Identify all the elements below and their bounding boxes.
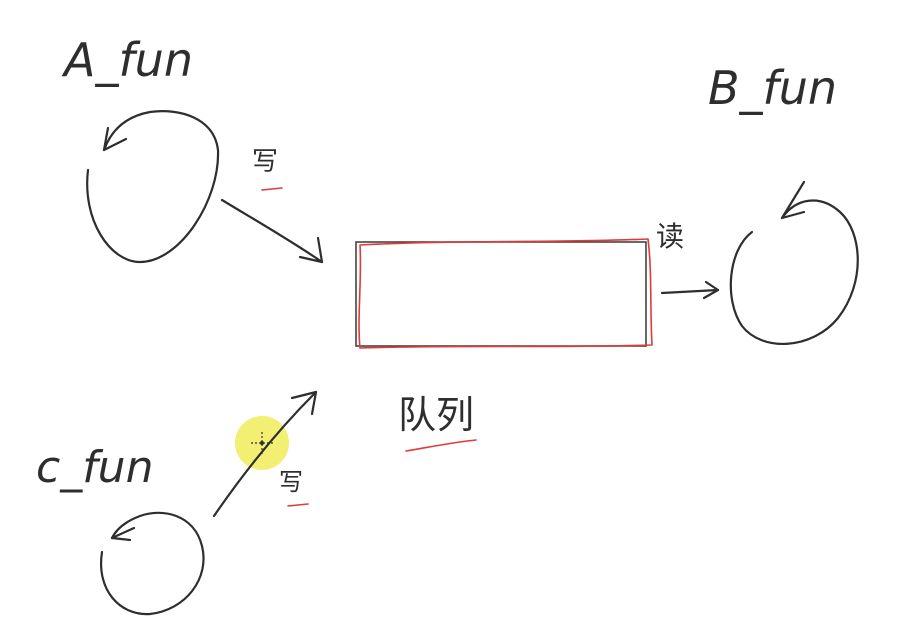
- label-read: 读: [656, 220, 684, 253]
- arrow-queue-to-b: [660, 280, 720, 300]
- label-queue: 队列: [398, 393, 474, 437]
- arrow-c-to-queue: [212, 390, 318, 518]
- label-a-fun: A_fun: [61, 33, 193, 87]
- underline-queue: [405, 439, 477, 452]
- underline-write-top: [261, 187, 283, 191]
- c-fun-loop: [99, 511, 205, 616]
- crosshair-cursor-icon: [251, 432, 273, 454]
- queue-box: [355, 238, 653, 349]
- arrow-a-to-queue: [220, 198, 324, 264]
- label-b-fun: B_fun: [708, 61, 837, 115]
- label-write-bottom: 写: [279, 468, 303, 496]
- a-fun-loop: [86, 110, 220, 264]
- label-write-top: 写: [252, 147, 278, 177]
- underline-write-bottom: [287, 503, 309, 507]
- label-c-fun: c_fun: [36, 442, 153, 493]
- b-fun-loop: [729, 180, 859, 345]
